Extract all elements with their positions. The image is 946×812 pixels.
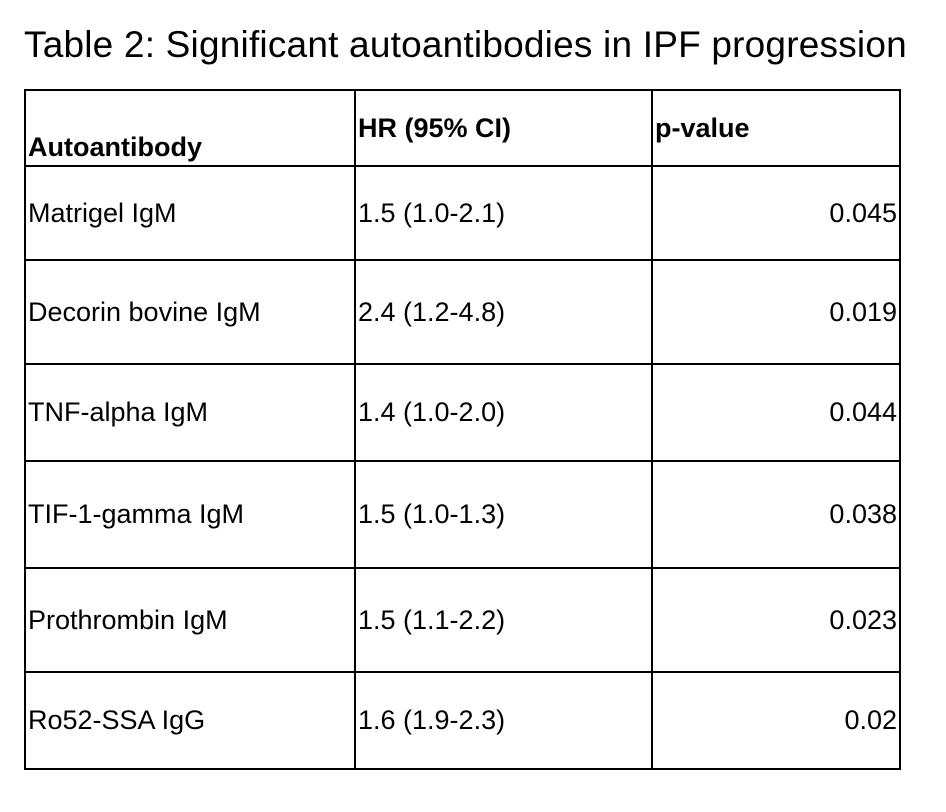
cell-hr-ci: 1.5 (1.0-1.3) xyxy=(354,460,653,569)
cell-autoantibody: Prothrombin IgM xyxy=(24,567,356,673)
cell-autoantibody: Ro52-SSA IgG xyxy=(24,671,356,770)
table-title: Table 2: Significant autoantibodies in I… xyxy=(24,24,907,65)
cell-hr-ci: 1.5 (1.0-2.1) xyxy=(354,165,653,261)
cell-p-value: 0.02 xyxy=(651,671,901,770)
autoantibody-table: Autoantibody HR (95% CI) p-value Matrige… xyxy=(24,89,901,770)
cell-p-value: 0.019 xyxy=(651,259,901,365)
cell-autoantibody: TIF-1-gamma IgM xyxy=(24,460,356,569)
table-header-row: Autoantibody HR (95% CI) p-value xyxy=(24,89,901,167)
header-p-value: p-value xyxy=(651,89,901,167)
cell-hr-ci: 1.6 (1.9-2.3) xyxy=(354,671,653,770)
cell-p-value: 0.023 xyxy=(651,567,901,673)
cell-autoantibody: TNF-alpha IgM xyxy=(24,363,356,462)
cell-hr-ci: 1.5 (1.1-2.2) xyxy=(354,567,653,673)
cell-p-value: 0.038 xyxy=(651,460,901,569)
table-row: TIF-1-gamma IgM 1.5 (1.0-1.3) 0.038 xyxy=(24,460,901,569)
cell-p-value: 0.045 xyxy=(651,165,901,261)
cell-autoantibody: Matrigel IgM xyxy=(24,165,356,261)
header-hr-ci: HR (95% CI) xyxy=(354,89,653,167)
header-autoantibody: Autoantibody xyxy=(24,89,356,167)
table-row: Decorin bovine IgM 2.4 (1.2-4.8) 0.019 xyxy=(24,259,901,365)
table-row: Ro52-SSA IgG 1.6 (1.9-2.3) 0.02 xyxy=(24,671,901,770)
cell-p-value: 0.044 xyxy=(651,363,901,462)
cell-hr-ci: 2.4 (1.2-4.8) xyxy=(354,259,653,365)
table-row: Prothrombin IgM 1.5 (1.1-2.2) 0.023 xyxy=(24,567,901,673)
table-row: TNF-alpha IgM 1.4 (1.0-2.0) 0.044 xyxy=(24,363,901,462)
cell-hr-ci: 1.4 (1.0-2.0) xyxy=(354,363,653,462)
cell-autoantibody: Decorin bovine IgM xyxy=(24,259,356,365)
table-row: Matrigel IgM 1.5 (1.0-2.1) 0.045 xyxy=(24,165,901,261)
